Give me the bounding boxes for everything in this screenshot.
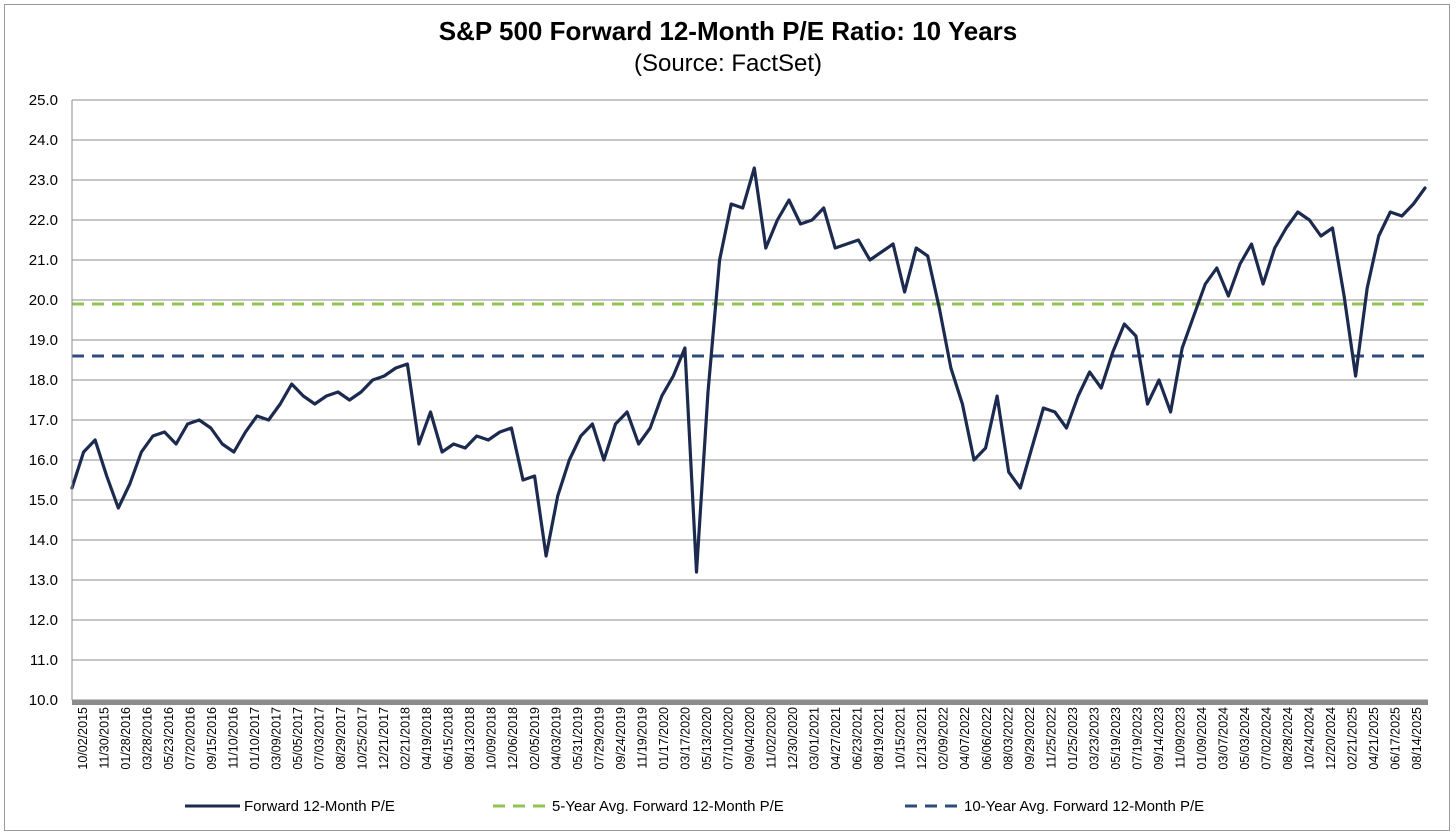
x-tick-label: 04/19/2018	[420, 707, 434, 770]
x-tick-label: 05/03/2024	[1238, 707, 1252, 770]
y-tick-label: 18.0	[29, 372, 58, 389]
x-axis-ticks: 10/02/2015 11/30/2015 01/28/2016 03/28/2016…	[76, 707, 1424, 770]
x-tick-label: 01/10/2017	[248, 707, 262, 770]
x-axis-line	[72, 700, 1428, 705]
x-tick-label: 08/13/2018	[463, 707, 477, 770]
pe-series-line	[70, 166, 1427, 574]
y-tick-label: 20.0	[29, 292, 58, 309]
y-tick-label: 10.0	[29, 692, 58, 709]
y-tick-label: 15.0	[29, 492, 58, 509]
x-tick-label: 05/23/2016	[162, 707, 176, 770]
x-tick-label: 06/06/2022	[980, 707, 994, 770]
x-tick-label: 03/17/2020	[678, 707, 692, 770]
legend-item: 10-Year Avg. Forward 12-Month P/E	[905, 798, 1204, 815]
x-tick-label: 02/09/2022	[937, 707, 951, 770]
x-tick-label: 11/10/2016	[226, 707, 240, 769]
x-tick-label: 11/19/2019	[635, 707, 649, 769]
x-tick-label: 07/20/2016	[183, 707, 197, 770]
x-tick-label: 05/05/2017	[291, 707, 305, 770]
series-lines	[70, 166, 1427, 574]
x-tick-label: 08/14/2025	[1410, 707, 1424, 770]
legend-item: Forward 12-Month P/E	[185, 798, 395, 815]
x-tick-label: 09/14/2023	[1152, 707, 1166, 770]
axes	[71, 100, 1428, 705]
legend-label: 5-Year Avg. Forward 12-Month P/E	[552, 798, 784, 815]
x-tick-label: 01/28/2016	[119, 707, 133, 770]
chart-title: S&P 500 Forward 12-Month P/E Ratio: 10 Y…	[438, 16, 1018, 46]
x-tick-label: 10/24/2024	[1303, 707, 1317, 770]
x-tick-label: 07/02/2024	[1260, 707, 1274, 770]
x-tick-label: 12/21/2017	[377, 707, 391, 770]
y-tick-label: 25.0	[29, 92, 58, 109]
x-tick-label: 11/30/2015	[97, 707, 111, 769]
x-tick-label: 07/19/2023	[1130, 707, 1144, 770]
x-tick-label: 09/15/2016	[205, 707, 219, 770]
average-lines	[72, 302, 1428, 358]
y-tick-label: 12.0	[29, 612, 58, 629]
x-tick-label: 07/10/2020	[721, 707, 735, 770]
legend-label: Forward 12-Month P/E	[244, 798, 395, 815]
x-tick-label: 12/30/2020	[786, 707, 800, 770]
x-tick-label: 08/28/2024	[1281, 707, 1295, 770]
x-tick-label: 12/20/2024	[1324, 707, 1338, 770]
x-tick-label: 02/05/2019	[528, 707, 542, 770]
y-tick-label: 21.0	[29, 252, 58, 269]
y-tick-label: 16.0	[29, 452, 58, 469]
legend-item: 5-Year Avg. Forward 12-Month P/E	[493, 798, 784, 815]
x-tick-label: 04/27/2021	[829, 707, 843, 770]
x-tick-label: 06/23/2021	[851, 707, 865, 770]
x-tick-label: 01/09/2024	[1195, 707, 1209, 770]
x-tick-label: 10/09/2018	[485, 707, 499, 770]
y-tick-label: 13.0	[29, 572, 58, 589]
x-tick-label: 10/02/2015	[76, 707, 90, 770]
x-tick-label: 02/21/2025	[1346, 707, 1360, 770]
x-tick-label: 10/15/2021	[894, 707, 908, 770]
x-tick-label: 04/07/2022	[958, 707, 972, 770]
x-tick-label: 08/29/2017	[334, 707, 348, 770]
x-tick-label: 07/29/2019	[592, 707, 606, 770]
x-tick-label: 09/29/2022	[1023, 707, 1037, 770]
x-tick-label: 08/19/2021	[872, 707, 886, 770]
y-tick-label: 14.0	[29, 532, 58, 549]
y-tick-label: 24.0	[29, 132, 58, 149]
x-tick-label: 01/25/2023	[1066, 707, 1080, 770]
x-tick-label: 09/04/2020	[743, 707, 757, 770]
x-tick-label: 08/03/2022	[1001, 707, 1015, 770]
y-tick-label: 17.0	[29, 412, 58, 429]
x-tick-label: 11/25/2022	[1044, 707, 1058, 769]
y-tick-label: 22.0	[29, 212, 58, 229]
y-tick-label: 11.0	[30, 652, 58, 669]
x-tick-label: 05/31/2019	[571, 707, 585, 770]
x-tick-label: 03/28/2016	[140, 707, 154, 770]
x-tick-label: 04/03/2019	[549, 707, 563, 770]
x-tick-label: 03/01/2021	[808, 707, 822, 770]
x-tick-label: 07/03/2017	[313, 707, 327, 770]
x-tick-label: 03/09/2017	[269, 707, 283, 770]
x-tick-label: 06/17/2025	[1389, 707, 1403, 770]
x-tick-label: 05/19/2023	[1109, 707, 1123, 770]
y-axis-ticks: 10.0 11.0 12.0 13.0 14.0 15.0 16.0 17.0 18.0 19.0…	[29, 92, 58, 709]
x-tick-label: 01/17/2020	[657, 707, 671, 770]
x-tick-label: 05/13/2020	[700, 707, 714, 770]
x-tick-label: 12/06/2018	[506, 707, 520, 770]
x-tick-label: 03/07/2024	[1217, 707, 1231, 770]
x-tick-label: 12/13/2021	[915, 707, 929, 770]
gridlines	[72, 99, 1428, 701]
legend: Forward 12-Month P/E 5-Year Avg. Forward …	[185, 798, 1204, 815]
x-tick-label: 10/25/2017	[356, 707, 370, 770]
x-tick-label: 03/23/2023	[1087, 707, 1101, 770]
x-tick-label: 11/09/2023	[1173, 707, 1187, 769]
y-tick-label: 23.0	[29, 172, 58, 189]
x-tick-label: 02/21/2018	[399, 707, 413, 770]
chart-subtitle: (Source: FactSet)	[633, 50, 823, 77]
legend-label: 10-Year Avg. Forward 12-Month P/E	[964, 798, 1204, 815]
chart-frame	[4, 4, 1450, 831]
x-tick-label: 04/21/2025	[1367, 707, 1381, 770]
y-tick-label: 19.0	[29, 332, 58, 349]
x-tick-label: 09/24/2019	[614, 707, 628, 770]
x-tick-label: 06/15/2018	[442, 707, 456, 770]
x-tick-label: 11/02/2020	[765, 707, 779, 769]
